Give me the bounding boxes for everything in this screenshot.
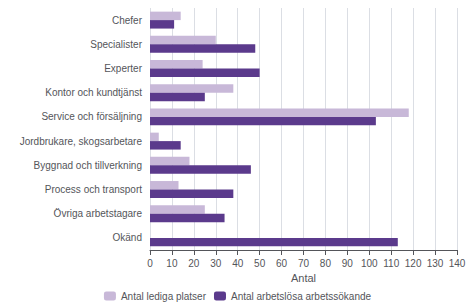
svg-text:Byggnad och tillverkning: Byggnad och tillverkning <box>34 160 142 171</box>
svg-text:10: 10 <box>166 258 178 269</box>
svg-text:120: 120 <box>405 258 422 269</box>
svg-text:70: 70 <box>298 258 310 269</box>
svg-text:Specialister: Specialister <box>90 39 142 50</box>
svg-text:Kontor och kundtjänst: Kontor och kundtjänst <box>45 87 142 98</box>
svg-text:Experter: Experter <box>104 63 142 74</box>
svg-text:140: 140 <box>449 258 466 269</box>
svg-text:130: 130 <box>427 258 444 269</box>
svg-text:Okänd: Okänd <box>113 232 142 243</box>
svg-text:Chefer: Chefer <box>112 15 143 26</box>
svg-text:40: 40 <box>232 258 244 269</box>
svg-text:0: 0 <box>147 258 153 269</box>
svg-text:80: 80 <box>320 258 332 269</box>
svg-text:Övriga arbetstagare: Övriga arbetstagare <box>54 208 143 219</box>
svg-text:110: 110 <box>383 258 399 269</box>
svg-text:90: 90 <box>342 258 354 269</box>
svg-text:Antal lediga platser: Antal lediga platser <box>121 291 207 302</box>
svg-text:20: 20 <box>188 258 200 269</box>
svg-text:60: 60 <box>276 258 288 269</box>
svg-text:100: 100 <box>361 258 378 269</box>
svg-text:Process och transport: Process och transport <box>45 184 142 195</box>
svg-text:Jordbrukare, skogsarbetare: Jordbrukare, skogsarbetare <box>20 136 143 147</box>
svg-text:30: 30 <box>210 258 222 269</box>
svg-text:Antal arbetslösa arbetssökande: Antal arbetslösa arbetssökande <box>231 291 372 302</box>
svg-text:50: 50 <box>254 258 266 269</box>
svg-text:Antal: Antal <box>291 272 316 284</box>
svg-text:Service och försäljning: Service och försäljning <box>41 111 142 122</box>
